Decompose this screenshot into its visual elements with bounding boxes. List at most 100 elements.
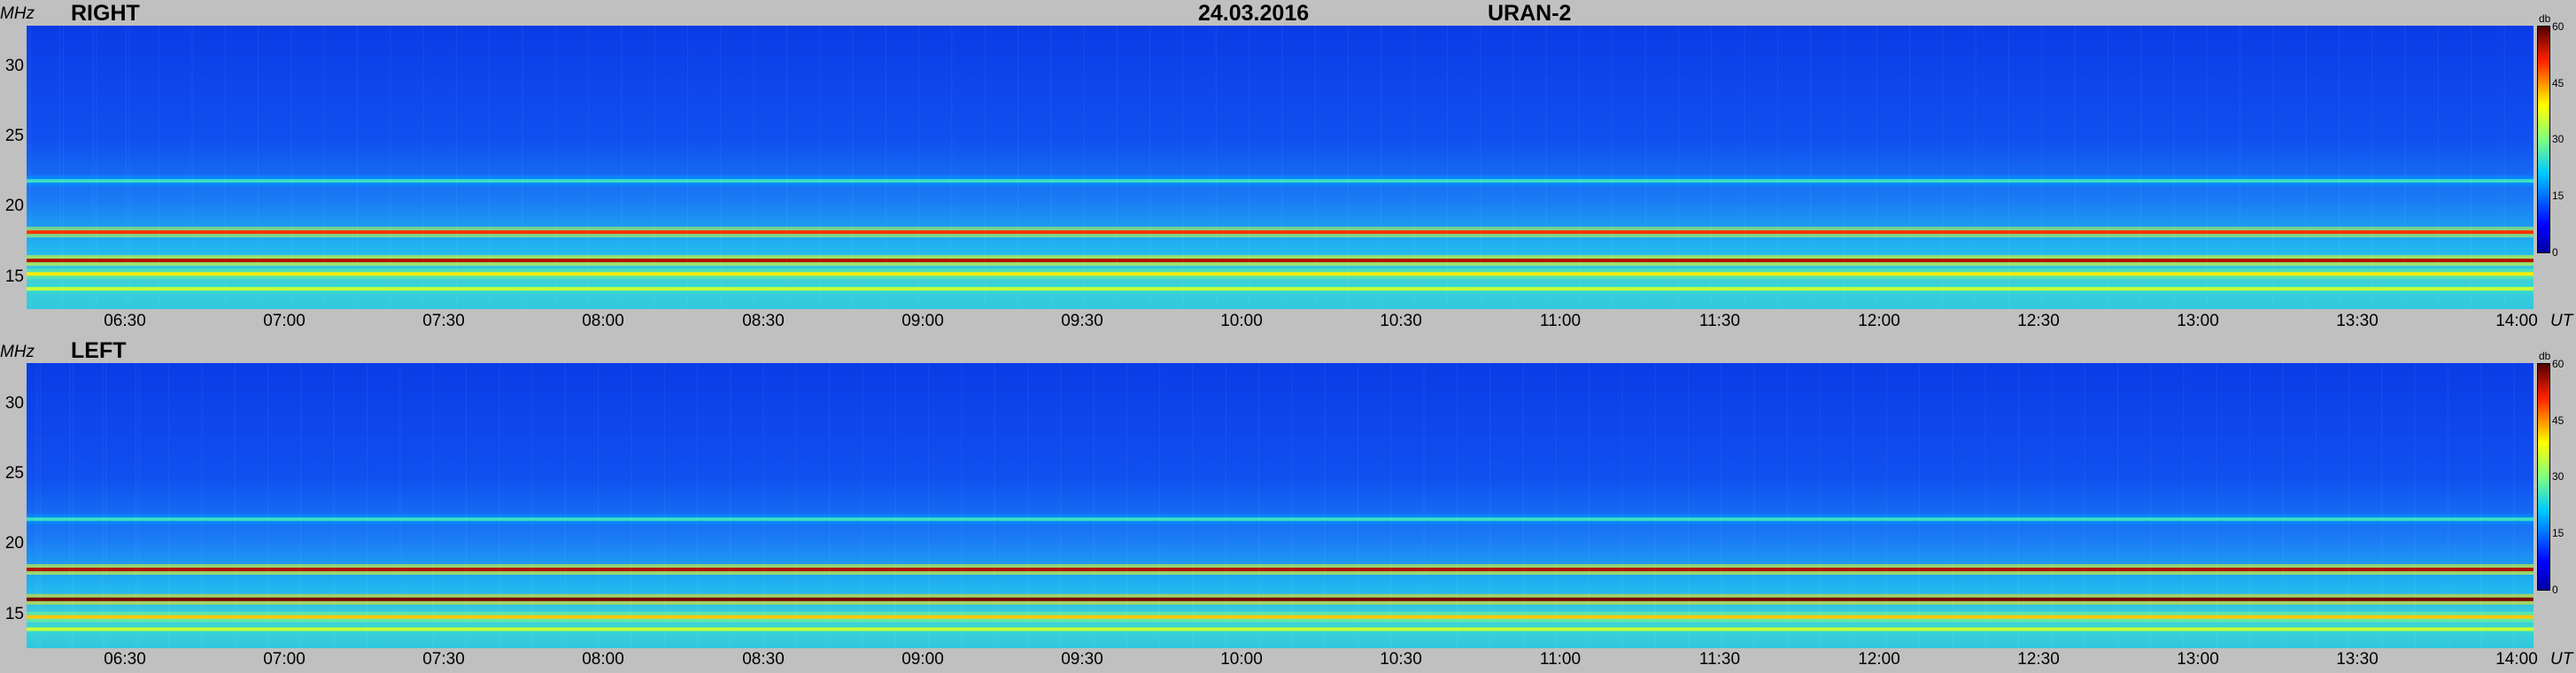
interference-line <box>1324 363 1326 648</box>
interference-line <box>390 26 391 309</box>
interference-line <box>1984 363 1986 648</box>
x-tick-label: 12:00 <box>1858 312 1900 330</box>
interference-line <box>522 26 523 309</box>
colorbar-tick-label: 60 <box>2552 358 2564 370</box>
interference-line <box>928 363 930 648</box>
interference-line <box>1909 26 1911 309</box>
interference-line <box>1050 26 1052 309</box>
x-tick-label: 10:30 <box>1380 650 1422 669</box>
interference-line <box>63 26 65 309</box>
interference-line <box>1413 26 1415 309</box>
interference-line <box>2173 26 2175 309</box>
emission-band <box>27 230 2533 235</box>
x-tick-label: 13:00 <box>2177 312 2219 330</box>
interference-line <box>168 363 170 648</box>
interference-line <box>1843 26 1845 309</box>
colorbar-tick-label: 60 <box>2552 20 2564 33</box>
interference-line <box>455 26 457 309</box>
interference-line <box>785 26 787 309</box>
interference-line <box>1820 363 1822 648</box>
date-label: 24.03.2016 <box>1198 1 1310 26</box>
emission-band <box>27 259 2533 263</box>
interference-line <box>2414 363 2416 648</box>
interference-line <box>961 363 963 648</box>
y-tick-label: 25 <box>4 127 24 145</box>
interference-line <box>2051 363 2053 648</box>
interference-line <box>323 26 325 309</box>
interference-line <box>191 26 193 309</box>
interference-line <box>1512 26 1514 309</box>
interference-line <box>730 363 731 648</box>
interference-line <box>1786 363 1788 648</box>
interference-line <box>2437 26 2439 309</box>
interference-line <box>465 363 467 648</box>
y-tick-label: 20 <box>4 534 24 553</box>
spectrogram-left <box>27 363 2533 648</box>
interference-line <box>894 363 896 648</box>
x-tick-label: 11:30 <box>1698 650 1741 669</box>
x-tick-label: 12:30 <box>2017 650 2060 669</box>
interference-line <box>2480 363 2482 648</box>
interference-line <box>621 26 623 309</box>
interference-line <box>1348 26 1349 309</box>
interference-line <box>2339 26 2340 309</box>
y-tick-label: 30 <box>4 394 24 413</box>
interference-line <box>1291 363 1293 648</box>
interference-line <box>2404 26 2406 309</box>
interference-line <box>1182 26 1184 309</box>
x-tick-label: 14:00 <box>2495 312 2538 330</box>
colorbar-tick-label: 45 <box>2552 77 2564 89</box>
interference-line <box>2381 363 2383 648</box>
x-tick-label: 10:00 <box>1220 650 1263 669</box>
interference-line <box>819 26 821 309</box>
interference-line <box>1612 26 1613 309</box>
interference-line <box>290 26 292 309</box>
interference-line <box>918 26 920 309</box>
x-tick-label: 12:00 <box>1858 650 1900 669</box>
emission-band <box>27 627 2533 631</box>
interference-line <box>1621 363 1623 648</box>
x-tick-label: 11:30 <box>1698 312 1741 330</box>
x-tick-label: 13:30 <box>2336 650 2379 669</box>
interference-line <box>1480 26 1481 309</box>
interference-line <box>1589 363 1590 648</box>
interference-line <box>1060 363 1062 648</box>
interference-line <box>1446 26 1448 309</box>
interference-line <box>2140 26 2142 309</box>
y-tick-label: 25 <box>4 464 24 483</box>
interference-line <box>1083 26 1085 309</box>
y-tick-label: 20 <box>4 197 24 215</box>
interference-line <box>128 26 130 309</box>
x-tick-label: 08:00 <box>582 312 624 330</box>
interference-line <box>829 363 831 648</box>
colorbar-right <box>2537 26 2550 253</box>
interference-line <box>1711 26 1713 309</box>
interference-line <box>1579 26 1581 309</box>
interference-line <box>2216 363 2217 648</box>
interference-line <box>2471 26 2472 309</box>
x-tick-label: 07:00 <box>263 312 306 330</box>
interference-line <box>1258 363 1260 648</box>
x-tick-label: 07:00 <box>263 650 306 669</box>
interference-line <box>1876 26 1877 309</box>
interference-line <box>489 26 491 309</box>
interference-line <box>1116 26 1118 309</box>
interference-line <box>300 363 302 648</box>
interference-line <box>795 363 797 648</box>
x-tick-label: 08:30 <box>742 312 785 330</box>
interference-line <box>1810 26 1812 309</box>
interference-line <box>1776 26 1778 309</box>
colorbar-tick-label: 15 <box>2552 190 2564 202</box>
interference-line <box>630 363 632 648</box>
interference-line <box>399 363 401 648</box>
y-tick-label: 30 <box>4 57 24 75</box>
y-unit-label-left: MHz <box>0 343 35 361</box>
x-tick-label: 09:00 <box>901 312 944 330</box>
emission-band <box>27 179 2533 183</box>
interference-line <box>1159 363 1161 648</box>
interference-line <box>1522 363 1524 648</box>
interference-line <box>1093 363 1095 648</box>
emission-band <box>27 568 2533 572</box>
interference-line <box>1126 363 1127 648</box>
interference-line <box>2239 26 2241 309</box>
